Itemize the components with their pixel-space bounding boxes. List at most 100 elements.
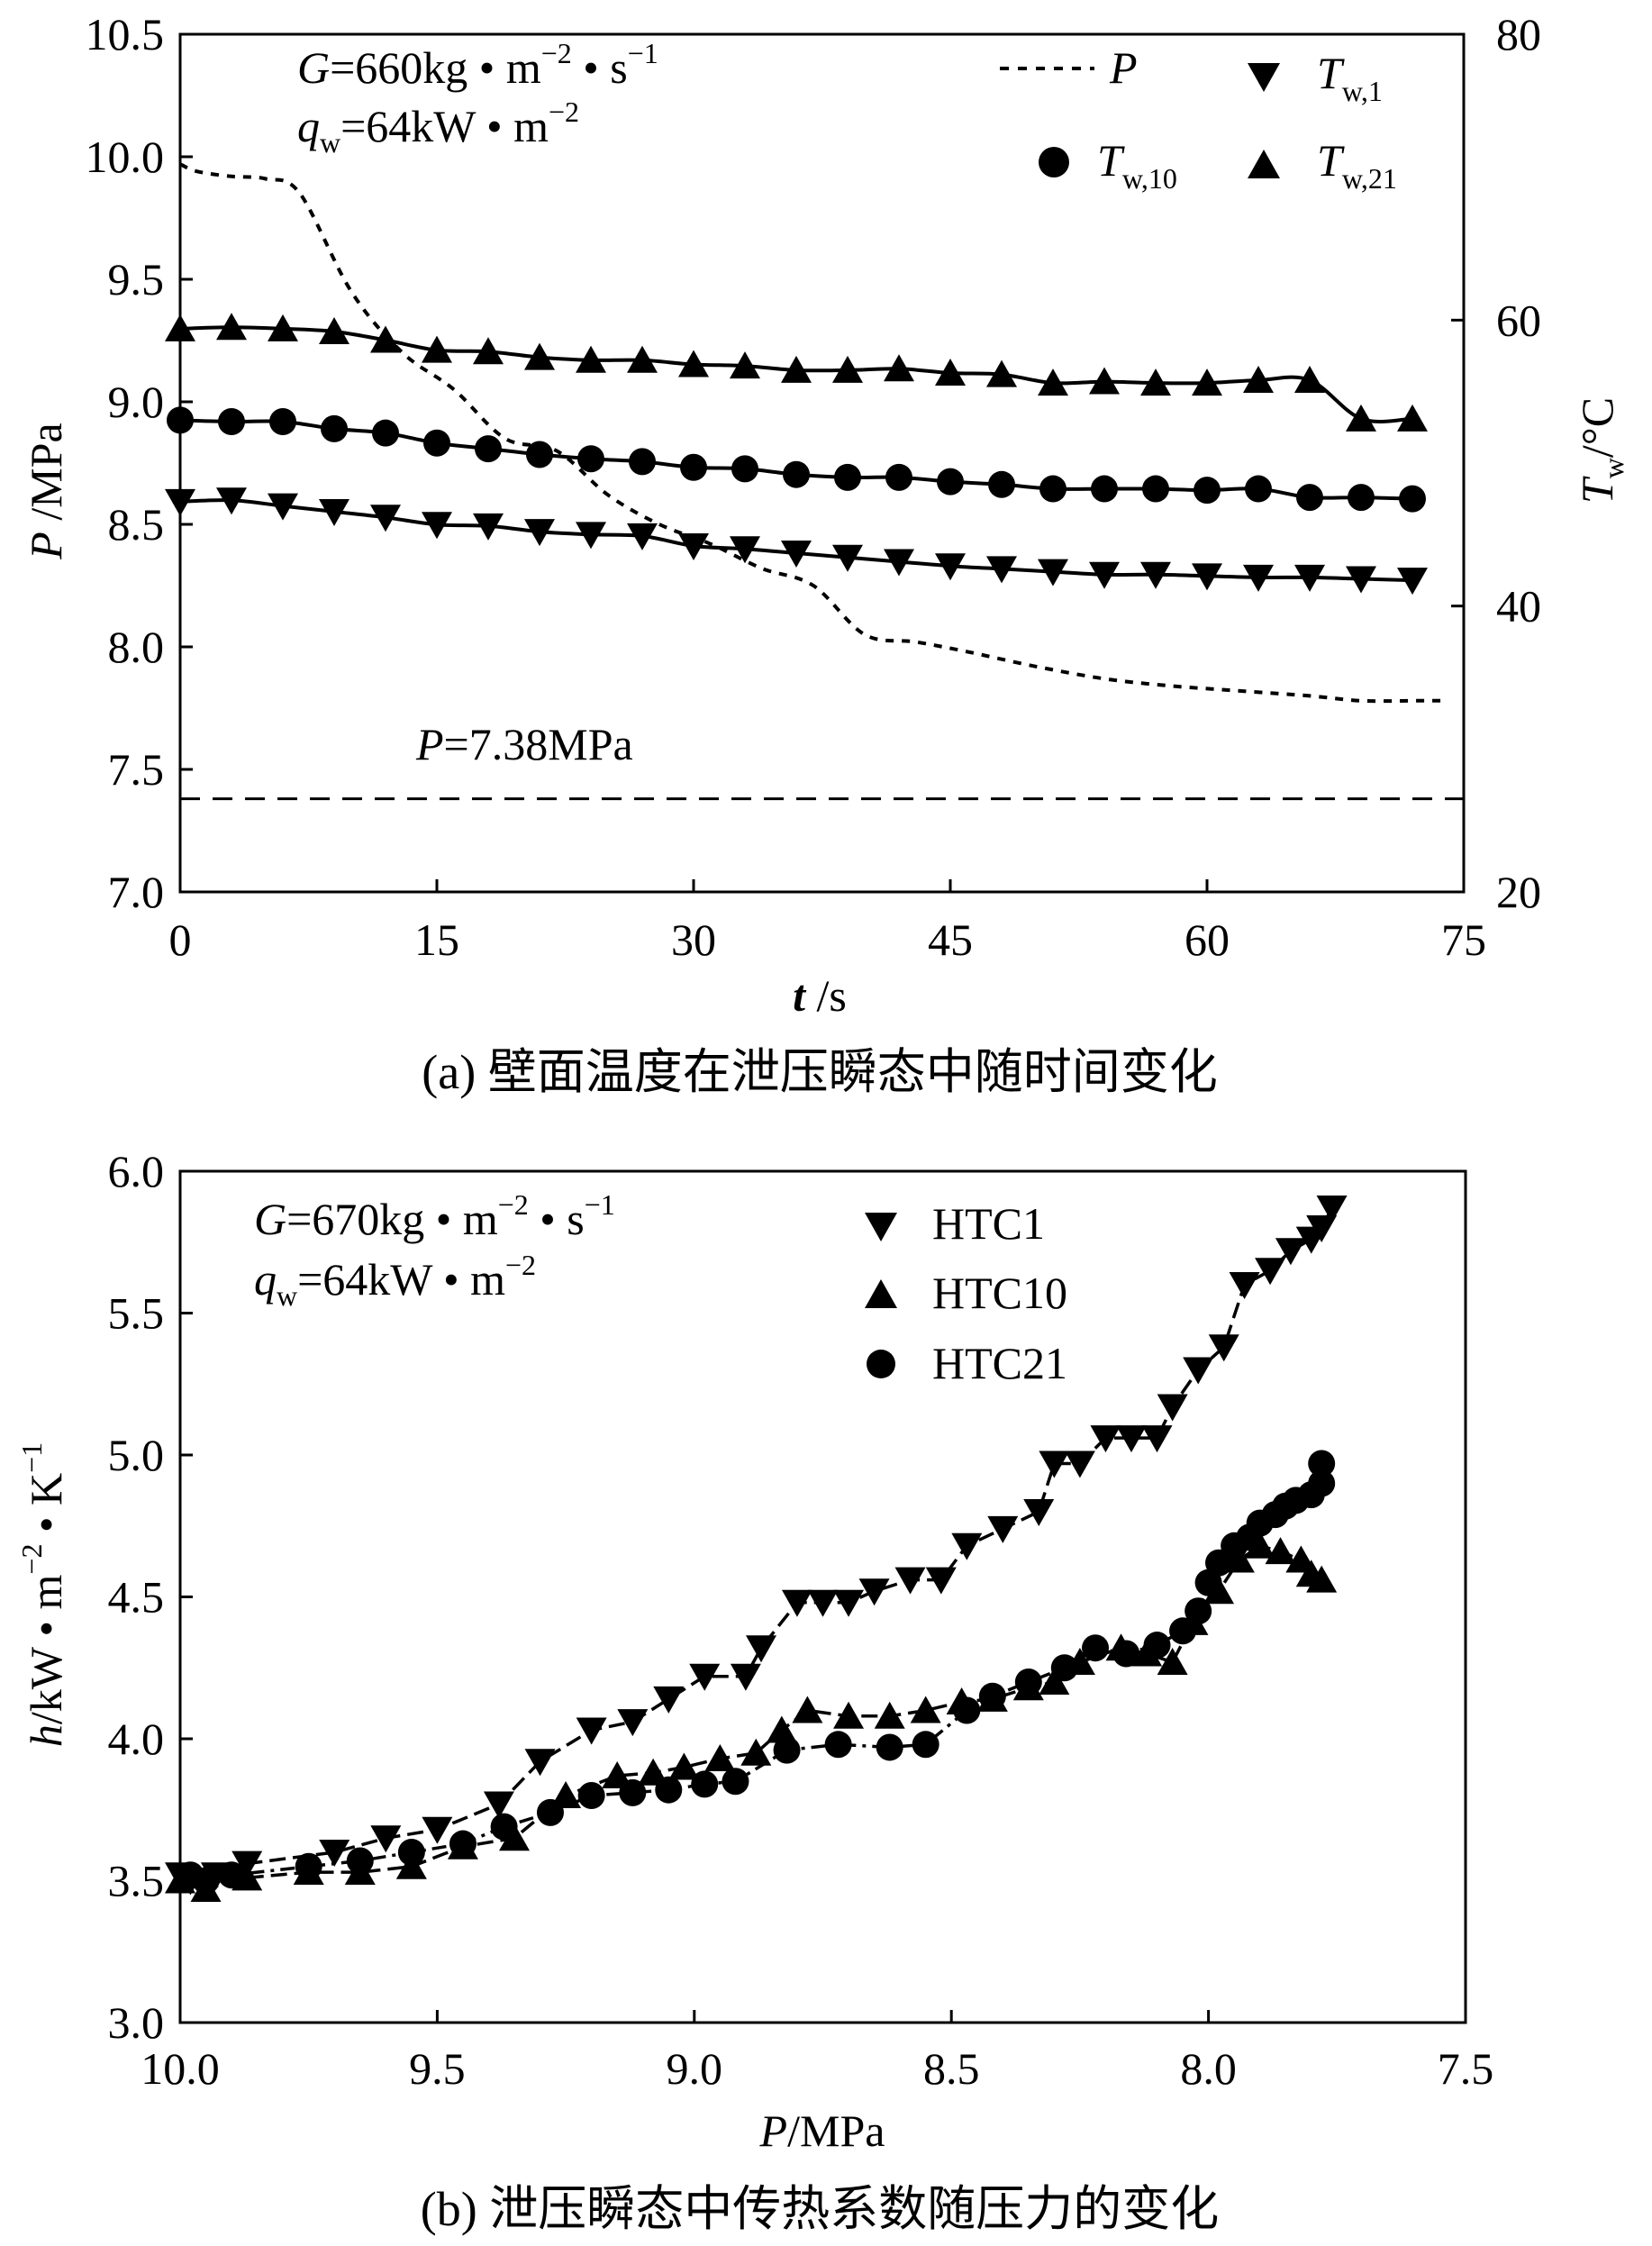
panel-a-legend: P Tw,1 Tw,10 Tw,21 — [1000, 42, 1397, 195]
data-point-Tw,21 — [473, 337, 504, 365]
data-point-Tw,1 — [884, 549, 914, 577]
data-point-HTC10 — [550, 1781, 582, 1808]
y-right-unit: /°C — [1572, 397, 1622, 458]
data-point-HTC1 — [925, 1567, 957, 1595]
data-point-Tw,1 — [678, 533, 709, 561]
panel-a-caption: (a) 壁面温度在泄压瞬态中随时间变化 — [422, 1045, 1217, 1099]
data-point-HTC1 — [422, 1816, 453, 1844]
data-point-Tw,1 — [781, 540, 812, 568]
panel-a-left-tick-label: 10.0 — [86, 132, 165, 182]
panel-a-left-tick-label: 8.5 — [108, 499, 165, 550]
data-point-HTC1 — [1023, 1499, 1055, 1526]
data-point-HTC21 — [490, 1813, 518, 1841]
b-annotation-G-text: =670kg • m — [286, 1194, 498, 1244]
data-point-HTC1 — [370, 1825, 402, 1853]
data-point-HTC1 — [1115, 1425, 1147, 1453]
data-point-Tw,21 — [216, 313, 247, 341]
annotation-G-sup2: −1 — [628, 37, 658, 69]
legend-Tw1-marker — [1248, 63, 1280, 92]
data-point-HTC21 — [192, 1867, 220, 1895]
panel-a-x-tick-label: 60 — [1185, 914, 1230, 965]
panel-b-y-ticks: 3.0 3.5 4.0 4.5 5.0 5.5 6.0 — [108, 1146, 193, 2048]
data-point-Tw,1 — [1192, 563, 1222, 591]
data-point-Tw,1 — [730, 536, 760, 564]
data-point-HTC1 — [730, 1663, 761, 1691]
legend-HTC10-marker — [865, 1279, 897, 1308]
data-point-Tw,10 — [885, 463, 912, 491]
panel-a-right-y-ticks: 20 40 60 80 — [1451, 9, 1541, 917]
data-point-HTC1 — [576, 1717, 607, 1745]
legend-P-label: P — [1109, 42, 1138, 93]
b-annotation-G-sup1: −2 — [498, 1188, 529, 1221]
data-point-Tw,21 — [678, 350, 709, 377]
panel-a-series-tw1 — [165, 487, 1428, 596]
data-point-HTC21 — [655, 1776, 683, 1804]
data-point-HTC21 — [1185, 1597, 1212, 1625]
y-right-sub: w — [1597, 458, 1629, 478]
data-point-Tw,1 — [473, 513, 504, 541]
series-line-HTC10 — [179, 1543, 1323, 1891]
panel-b-y-tick-label: 5.0 — [108, 1430, 165, 1480]
panel-b-y-tick-label: 3.5 — [108, 1856, 165, 1906]
legend-HTC1-marker — [865, 1213, 897, 1241]
b-annotation-G-sup2: −1 — [585, 1188, 615, 1221]
data-point-HTC10 — [499, 1823, 531, 1851]
b-y-s2: −1 — [15, 1442, 48, 1473]
data-point-HTC10 — [1306, 1565, 1338, 1593]
legend-Tw1-label: Tw,1 — [1317, 48, 1383, 107]
data-point-HTC21 — [397, 1839, 425, 1866]
legend-Tw21-label: Tw,21 — [1317, 135, 1397, 195]
data-point-Tw,10 — [577, 445, 604, 473]
panel-a: 0 15 30 45 60 75 7.0 7.5 8.0 8.5 9.0 9.5 10.0 10.5 2… — [21, 9, 1629, 1099]
data-point-HTC21 — [536, 1798, 564, 1826]
b-x-unit: /MPa — [787, 2105, 885, 2156]
series-line-Tw,1 — [179, 498, 1413, 583]
data-point-Tw,21 — [576, 345, 606, 373]
data-point-HTC10 — [1265, 1537, 1296, 1565]
data-point-HTC1 — [1141, 1425, 1173, 1453]
annotation-q-var: q — [297, 101, 320, 151]
data-point-Tw,10 — [731, 455, 758, 483]
b-y-s1: −2 — [15, 1544, 48, 1575]
data-point-HTC1 — [1183, 1357, 1214, 1385]
data-point-Tw,1 — [832, 544, 863, 572]
data-point-Tw,1 — [1294, 564, 1325, 592]
b-annotation-q-sub: w — [277, 1279, 297, 1312]
panel-b-x-tick-label: 9.0 — [667, 2043, 723, 2094]
data-point-HTC21 — [978, 1682, 1006, 1710]
panel-a-series-tw10 — [167, 406, 1426, 513]
panel-a-series-tw21 — [165, 313, 1428, 432]
panel-b-annotation-q: qw=64kW • m−2 — [254, 1249, 536, 1312]
b-annotation-q-var: q — [254, 1254, 277, 1305]
panel-b-x-tick-label: 8.0 — [1180, 2043, 1237, 2094]
data-point-Tw,21 — [1397, 404, 1428, 432]
annotation-q-sub: w — [320, 126, 340, 159]
panel-a-x-tick-label: 45 — [928, 914, 973, 965]
panel-b-y-tick-label: 5.5 — [108, 1288, 165, 1339]
data-point-Tw,1 — [1346, 566, 1376, 594]
data-point-Tw,1 — [165, 488, 195, 516]
data-point-HTC1 — [1275, 1238, 1306, 1266]
data-point-HTC1 — [833, 1589, 865, 1617]
data-point-Tw,10 — [269, 407, 296, 435]
data-point-HTC1 — [746, 1635, 777, 1663]
data-point-Tw,21 — [422, 335, 452, 363]
series-line-HTC1 — [179, 1207, 1334, 1883]
panel-a-series — [165, 162, 1464, 801]
data-point-Tw,10 — [167, 406, 194, 434]
panel-a-y-left-label: P /MPa — [21, 423, 71, 559]
data-point-Tw,10 — [218, 407, 245, 435]
data-point-HTC10 — [668, 1752, 700, 1780]
data-point-HTC21 — [346, 1847, 374, 1875]
panel-a-left-tick-label: 7.5 — [108, 744, 165, 795]
data-point-HTC10 — [1157, 1647, 1188, 1675]
data-point-Tw,1 — [319, 498, 349, 526]
data-point-Tw,21 — [319, 317, 349, 345]
data-point-Tw,10 — [1245, 475, 1272, 503]
data-point-Tw,1 — [1397, 568, 1428, 596]
panel-a-left-tick-label: 10.5 — [86, 9, 165, 59]
panel-b-y-tick-label: 3.0 — [108, 1997, 165, 2048]
data-point-HTC21 — [1050, 1654, 1078, 1682]
b-annotation-q-text: =64kW • m — [297, 1254, 505, 1305]
